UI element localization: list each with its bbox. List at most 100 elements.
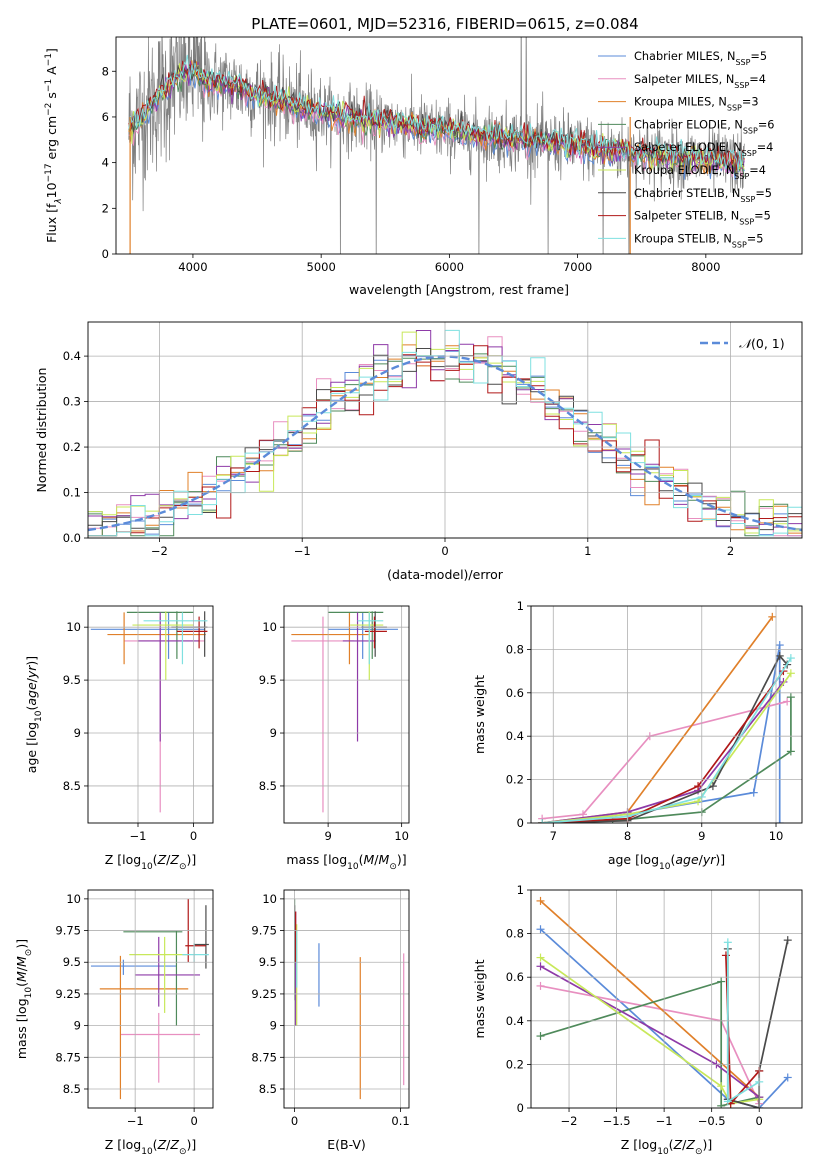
x-tick-label: 7 (550, 829, 557, 843)
x-axis-label: Z [log10(Z/Z⊙)] (105, 1137, 197, 1157)
label-part: ⊙ (179, 862, 187, 872)
label-part: / (166, 1137, 171, 1152)
model-line-salpeter-stelib (128, 60, 745, 171)
label-part: Z [log (105, 852, 141, 867)
x-tick-label: 10 (394, 829, 409, 843)
label-part: s (44, 92, 59, 103)
label-part: mass [log (286, 852, 347, 867)
y-tick-label: 0.4 (63, 349, 81, 363)
x-axis-label: Z [log10(Z/Z⊙)] (621, 1137, 713, 1157)
legend-tail: =5 (754, 210, 771, 223)
label-part: ( (24, 706, 39, 711)
label-part: ( (670, 852, 675, 867)
legend-sub: SSP (739, 217, 754, 226)
y-axis-label: Normed distribution (34, 368, 49, 493)
plot-area (538, 612, 795, 823)
label-part: M (379, 852, 390, 867)
y-tick-label: 0.1 (63, 486, 81, 500)
legend-sub: SSP (735, 58, 750, 67)
label-part: age [log (608, 852, 659, 867)
y-tick-label: 8.5 (259, 1082, 277, 1096)
y-tick-label: 10 (66, 892, 81, 906)
label-part: M (364, 852, 375, 867)
label-part: ( (153, 852, 158, 867)
label-part: Z (169, 1137, 179, 1152)
axes-frame (87, 889, 214, 1109)
label-part: −2 (44, 103, 54, 116)
x-axis-label: mass [log10(M/M⊙)] (286, 852, 406, 872)
y-tick-label: 0.8 (506, 927, 524, 941)
label-part: 10 (141, 862, 153, 872)
label-part: age [log (24, 722, 39, 773)
legend-sub: SSP (740, 194, 755, 203)
label-part: Z [log (105, 1137, 141, 1152)
label-part: Z (157, 852, 167, 867)
y-axis-label: mass [log10(M/M⊙)] (14, 939, 34, 1059)
histogram-axes: −2 −1 0 1 2 0.0 0.1 0.2 0.3 0.4 (data-model)/error… (34, 321, 803, 582)
x-tick-label: 7000 (563, 260, 592, 274)
scatter-axes-c7: 0 0.1 8.5 8.75 9 9.25 9.5 9.75 10 E(B-V) (251, 889, 410, 1152)
y-tick-label: 9.5 (63, 955, 81, 969)
legend-tail: =4 (757, 141, 774, 154)
y-tick-label: 9 (270, 726, 277, 740)
label-part: −1 (44, 53, 54, 66)
x-tick-label: 9 (324, 829, 331, 843)
plot-area (90, 898, 209, 1100)
y-tick-label: 4 (102, 156, 109, 170)
legend-text: Chabrier MILES, N (634, 50, 735, 63)
plot-area (90, 611, 208, 813)
label-part: −17 (44, 163, 54, 182)
legend-tail: =5 (750, 50, 767, 63)
x-tick-label: 8 (624, 829, 631, 843)
y-tick-label: 0 (517, 1101, 524, 1115)
y-tick-label: 0.4 (506, 729, 524, 743)
label-part: ( (153, 1137, 158, 1152)
label-part: / (166, 852, 171, 867)
y-tick-label: 0.0 (63, 531, 81, 545)
legend-tail: =4 (749, 164, 766, 177)
legend-text: Kroupa STELIB, N (634, 232, 732, 245)
x-tick-label: 0 (441, 544, 448, 558)
x-tick-label: 10 (769, 829, 784, 843)
label-part: ⊙ (179, 1147, 187, 1157)
label-part: Z (685, 1137, 695, 1152)
label-part: M (14, 956, 29, 967)
y-tick-label: 9.5 (259, 955, 277, 969)
legend-tail: =6 (758, 118, 775, 131)
label-part: ] (44, 48, 59, 53)
x-tick-label: 5000 (307, 260, 336, 274)
axes-frame (87, 605, 214, 824)
legend-label: 𝒩(0, 1) (739, 336, 785, 351)
label-part: 10 (34, 710, 44, 722)
weight-axes-c8: −2 −1.5 −1 −0.5 000.20.40.60.81Z [log10(Z/Z⊙… (472, 883, 803, 1157)
label-part: ( (359, 852, 364, 867)
y-tick-label: 9.75 (55, 924, 81, 938)
x-tick-label: 0 (190, 1114, 197, 1128)
legend-sub: SSP (743, 126, 758, 135)
legend-label: Salpeter MILES, NSSP=4 (634, 73, 766, 90)
x-tick-label: −2 (561, 1114, 578, 1128)
y-tick-label: 8.5 (63, 1082, 81, 1096)
label-part: / (374, 852, 379, 867)
plot-area (128, 37, 745, 254)
label-part: (0, 1) (751, 336, 785, 351)
y-tick-label: 2 (102, 201, 109, 215)
weight-line-salpeter-miles (542, 700, 788, 820)
label-part: )] (702, 1137, 712, 1152)
label-part: ⊙ (389, 862, 397, 872)
legend-tail: =5 (755, 187, 772, 200)
axes-frame (530, 889, 803, 1109)
model-line-salpeter-elodie (128, 61, 745, 175)
legend-text: Salpeter MILES, N (634, 73, 734, 86)
y-tick-label: 0.6 (506, 686, 524, 700)
label-part: 10 (24, 987, 34, 999)
y-tick-label: 9.5 (259, 673, 277, 687)
y-tick-label: 10 (66, 620, 81, 634)
label-part: / (14, 966, 29, 971)
y-tick-label: 9.25 (55, 987, 81, 1001)
x-axis-label: (data-model)/error (387, 567, 504, 582)
y-axis-label: mass weight (472, 959, 487, 1038)
weight-line-kroupa-miles (541, 616, 773, 823)
